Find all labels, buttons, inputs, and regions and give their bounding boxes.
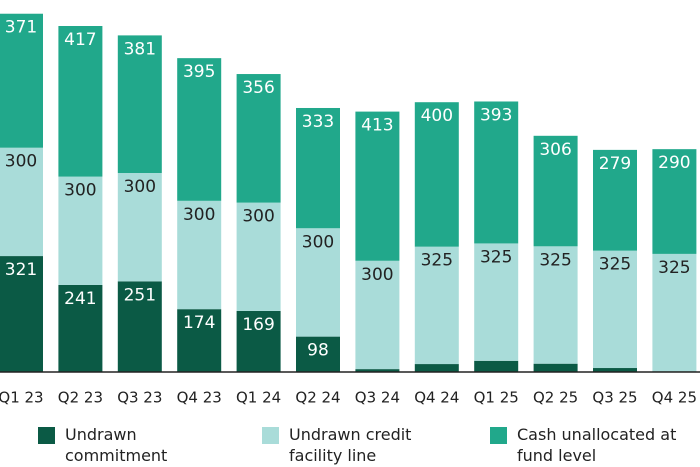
bar-segment: [236, 74, 281, 203]
bar-segment: [593, 149, 637, 251]
value-label: 306: [539, 140, 571, 160]
bar-segment: [593, 368, 637, 372]
bar-segment: [355, 369, 400, 372]
bar-segment: [58, 26, 103, 177]
bar-segment: [177, 309, 222, 372]
value-label: 395: [183, 62, 215, 82]
bar-segment: [652, 253, 697, 372]
bar-segment: [355, 260, 400, 370]
bar-segment: [296, 336, 340, 372]
value-label: 300: [361, 265, 393, 285]
value-label: 393: [480, 105, 512, 125]
bar-segment: [533, 135, 578, 247]
bar-segment: [296, 107, 340, 229]
bar-segment: [0, 147, 43, 257]
value-label: 251: [124, 285, 156, 305]
value-label: 325: [539, 250, 571, 270]
value-label: 169: [242, 315, 274, 335]
value-label: 279: [599, 154, 631, 174]
bar-segment: [58, 284, 103, 372]
value-label: 300: [302, 232, 334, 252]
chart: 321 300 371 Q1 23 241 300 417 Q2 23 251 300 381 Q3 …: [0, 13, 700, 407]
bar-segment: [117, 281, 162, 372]
bar-segment: [58, 176, 103, 285]
bar-segment: [355, 111, 400, 261]
bar-segment: [593, 250, 637, 369]
bar-segment: [117, 35, 162, 173]
value-label: 300: [124, 177, 156, 197]
bar-segment: [474, 243, 519, 361]
bar-segment: [296, 228, 340, 337]
bar-segment: [236, 310, 281, 372]
bar-segment: [117, 172, 162, 282]
value-label: 174: [183, 313, 215, 333]
legend-item: Cash unallocated at fund level: [490, 424, 692, 466]
bar-segment: [414, 364, 459, 372]
x-tick-label: Q4 23: [177, 389, 222, 407]
x-tick-label: Q2 25: [533, 389, 578, 407]
x-tick-label: Q1 23: [0, 389, 44, 407]
legend-label: Undrawn credit facility line: [289, 425, 412, 465]
value-label: 356: [242, 78, 274, 98]
value-label: 417: [64, 30, 96, 50]
value-label: 381: [124, 39, 156, 59]
x-tick-label: Q4 25: [652, 389, 697, 407]
x-tick-label: Q3 25: [592, 389, 637, 407]
legend-item: Undrawn credit facility line: [262, 424, 429, 466]
x-tick-label: Q1 25: [474, 389, 519, 407]
value-label: 321: [5, 260, 37, 280]
legend-label: Cash unallocated at fund level: [517, 425, 677, 465]
bar-segment: [414, 246, 459, 365]
bar-segment: [652, 149, 697, 254]
value-label: 325: [658, 258, 690, 278]
bar-segment: [236, 202, 281, 311]
bar-segment: [414, 102, 459, 247]
bar-segment: [533, 363, 578, 372]
value-label: 325: [480, 247, 512, 267]
value-label: 333: [302, 112, 334, 132]
value-label: 300: [64, 181, 96, 201]
value-label: 325: [421, 251, 453, 271]
x-tick-label: Q3 23: [117, 389, 162, 407]
x-tick-label: Q2 24: [295, 389, 340, 407]
x-tick-label: Q2 23: [58, 389, 103, 407]
x-tick-label: Q1 24: [236, 389, 281, 407]
value-label: 300: [183, 205, 215, 225]
value-label: 241: [64, 289, 96, 309]
value-label: 371: [5, 18, 37, 38]
x-tick-label: Q4 24: [414, 389, 459, 407]
legend-item: Undrawn commitment: [38, 424, 215, 466]
bar-segment: [0, 256, 43, 372]
legend-swatch: [490, 427, 507, 444]
value-label: 300: [5, 152, 37, 172]
value-label: 413: [361, 116, 393, 136]
legend-label: Undrawn commitment: [65, 425, 168, 465]
value-label: 290: [658, 153, 690, 173]
x-tick-label: Q3 24: [355, 389, 400, 407]
value-label: 400: [421, 106, 453, 126]
bar-segment: [177, 200, 222, 310]
value-label: 98: [307, 341, 329, 361]
value-label: 325: [599, 255, 631, 275]
bar-segment: [474, 360, 519, 372]
legend-swatch: [38, 427, 55, 444]
value-label: 300: [242, 207, 274, 227]
bar-segment: [0, 13, 43, 148]
legend-swatch: [262, 427, 279, 444]
bar-segment: [177, 58, 222, 201]
bar-segment: [474, 101, 519, 244]
bar-segment: [533, 246, 578, 364]
